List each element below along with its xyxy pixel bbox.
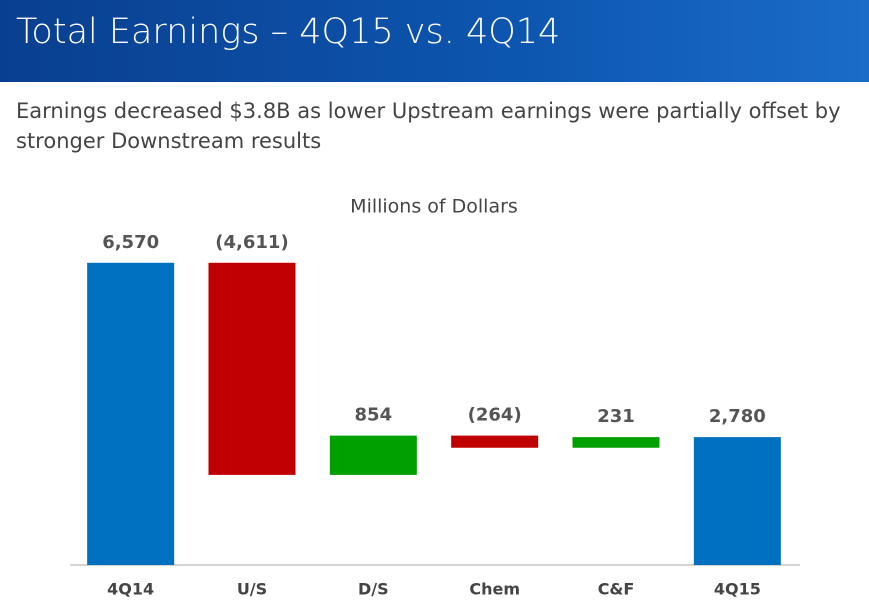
- y-axis-label: Millions of Dollars: [350, 196, 518, 218]
- value-label: (264): [468, 405, 522, 426]
- value-label: 231: [597, 406, 635, 427]
- value-label: 6,570: [102, 232, 159, 253]
- value-label: 2,780: [709, 406, 766, 427]
- x-tick-label: D/S: [358, 580, 389, 599]
- chart-subtitle: Earnings decreased $3.8B as lower Upstre…: [16, 99, 841, 153]
- x-tick-label: Chem: [469, 580, 520, 599]
- x-tick-label: 4Q15: [714, 580, 761, 599]
- chart-title: Total Earnings – 4Q15 vs. 4Q14: [16, 12, 561, 52]
- bar: [87, 262, 175, 565]
- bar: [693, 437, 781, 565]
- value-label: 854: [355, 405, 393, 426]
- bar: [208, 262, 296, 475]
- x-tick-label: C&F: [598, 580, 635, 599]
- value-label: (4,611): [215, 232, 288, 253]
- bar: [329, 435, 417, 475]
- bar: [572, 437, 660, 448]
- bar: [451, 435, 539, 448]
- x-tick-label: U/S: [237, 580, 267, 599]
- header-band: Total Earnings – 4Q15 vs. 4Q14: [0, 0, 869, 82]
- x-tick-label: 4Q14: [107, 580, 154, 599]
